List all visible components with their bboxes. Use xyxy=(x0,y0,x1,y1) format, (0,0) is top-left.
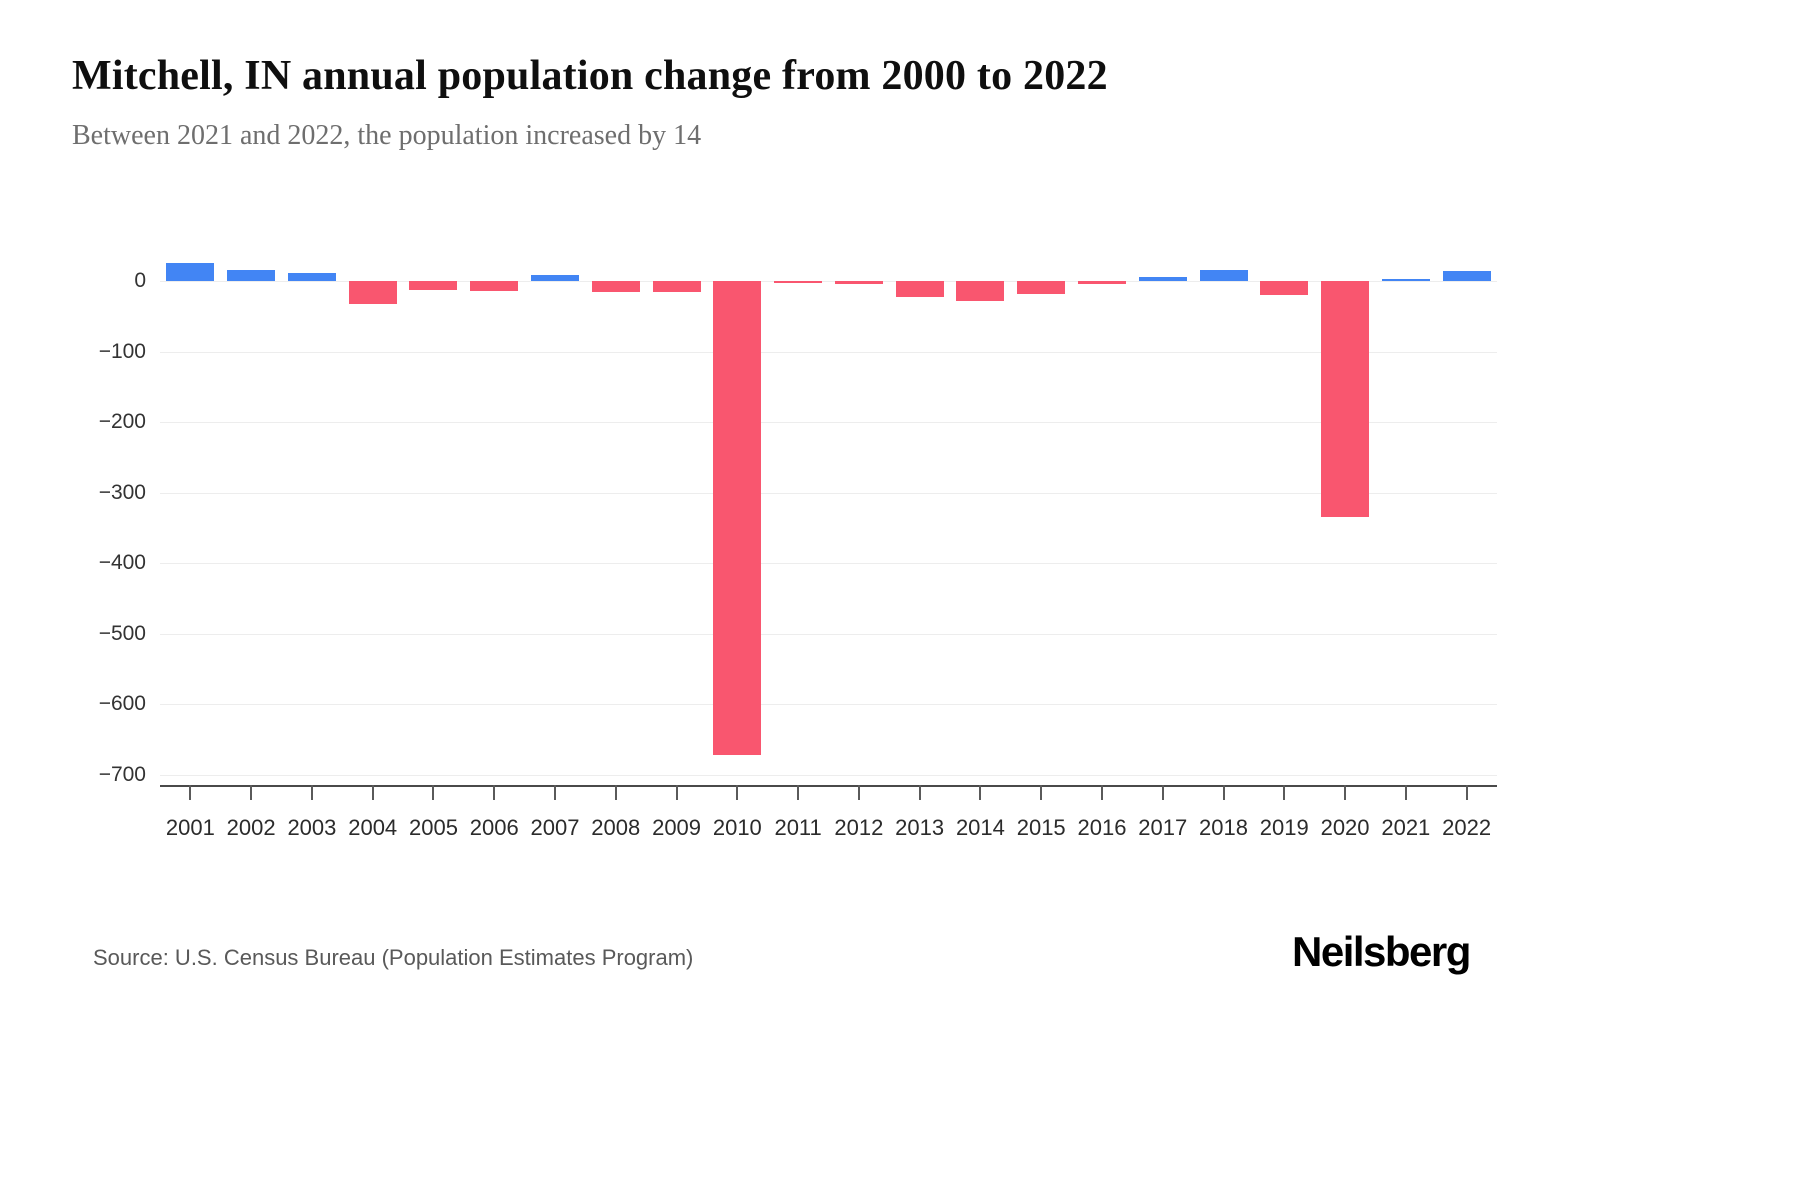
x-axis-label: 2001 xyxy=(165,815,215,840)
bar-2014[interactable] xyxy=(956,281,1005,301)
x-axis-tick xyxy=(918,785,921,800)
chart-subtitle: Between 2021 and 2022, the population in… xyxy=(72,120,702,151)
y-axis-tick-label: −500 xyxy=(98,621,146,645)
bar-2016[interactable] xyxy=(1077,281,1126,284)
bar-2020[interactable] xyxy=(1321,281,1370,518)
x-axis-label: 2010 xyxy=(712,815,762,840)
y-axis-tick-label: −300 xyxy=(98,480,146,504)
bar-2009[interactable] xyxy=(652,281,701,293)
x-axis-label: 2009 xyxy=(652,815,702,840)
x-axis-label: 2005 xyxy=(408,815,458,840)
bar-2011[interactable] xyxy=(774,281,823,284)
x-axis-tick xyxy=(1404,785,1407,800)
x-axis-tick xyxy=(1465,785,1468,800)
x-axis-label: 2018 xyxy=(1199,815,1248,840)
x-axis-tick xyxy=(1040,785,1043,800)
x-axis-tick xyxy=(979,785,982,800)
chart-title: Mitchell, IN annual population change fr… xyxy=(72,53,1108,99)
bar-2004[interactable] xyxy=(348,281,397,304)
x-axis-tick xyxy=(1222,785,1225,800)
x-axis-label: 2007 xyxy=(530,815,580,840)
x-axis-tick xyxy=(675,785,678,800)
x-axis-label: 2003 xyxy=(287,815,337,840)
gridline xyxy=(160,492,1497,494)
bar-2010[interactable] xyxy=(713,281,762,756)
x-axis-label: 2016 xyxy=(1077,815,1127,840)
x-axis-tick xyxy=(857,785,860,800)
neilsberg-logo: Neilsberg xyxy=(1292,928,1471,975)
x-axis-label: 2011 xyxy=(774,815,822,840)
x-axis-tick xyxy=(614,785,617,800)
gridline xyxy=(160,563,1497,565)
bar-2021[interactable] xyxy=(1381,279,1430,281)
bar-2017[interactable] xyxy=(1138,277,1187,281)
gridline xyxy=(160,633,1497,635)
x-axis-tick xyxy=(310,785,313,800)
x-axis-label: 2013 xyxy=(895,815,945,840)
x-axis-tick xyxy=(1161,785,1164,800)
bar-2005[interactable] xyxy=(409,281,458,291)
bar-2006[interactable] xyxy=(470,281,519,291)
x-axis-tick xyxy=(189,785,192,800)
bar-2001[interactable] xyxy=(166,263,215,281)
bar-2022[interactable] xyxy=(1442,271,1491,281)
gridline xyxy=(160,704,1497,706)
bar-2003[interactable] xyxy=(287,272,336,281)
bar-2018[interactable] xyxy=(1199,269,1248,281)
y-axis-tick-label: −400 xyxy=(98,551,146,575)
bar-2015[interactable] xyxy=(1017,281,1066,295)
x-axis-tick xyxy=(250,785,253,800)
x-axis-label: 2012 xyxy=(834,815,884,840)
y-axis-tick-label: −700 xyxy=(98,763,146,786)
y-axis-tick-label: 0 xyxy=(134,269,146,292)
x-axis-tick xyxy=(797,785,800,800)
x-axis-label: 2008 xyxy=(591,815,641,840)
bar-2007[interactable] xyxy=(531,274,580,281)
x-axis-label: 2004 xyxy=(348,815,398,840)
gridline xyxy=(160,351,1497,353)
x-axis-tick xyxy=(736,785,739,800)
bar-2019[interactable] xyxy=(1260,281,1309,296)
x-axis-tick xyxy=(493,785,496,800)
y-axis-tick-label: −200 xyxy=(98,410,146,434)
gridline xyxy=(160,775,1497,776)
x-axis-label: 2006 xyxy=(469,815,519,840)
x-axis-tick xyxy=(554,785,557,800)
x-axis-tick xyxy=(432,785,435,800)
population-change-bar-chart: 0 −100 −200 −300 −400 −500 −600 −700 2001 2002 200… xyxy=(70,255,1530,865)
x-axis-label: 2021 xyxy=(1381,815,1431,840)
x-axis-tick xyxy=(1283,785,1286,800)
x-axis-label: 2015 xyxy=(1016,815,1066,840)
x-axis-tick xyxy=(1344,785,1347,800)
y-axis-tick-label: −100 xyxy=(98,339,146,363)
x-axis-label: 2002 xyxy=(226,815,276,840)
source-note: Source: U.S. Census Bureau (Population E… xyxy=(93,945,694,970)
bar-2002[interactable] xyxy=(227,269,276,281)
x-axis-label: 2017 xyxy=(1138,815,1188,840)
bar-2008[interactable] xyxy=(591,281,640,292)
bar-2012[interactable] xyxy=(834,281,883,284)
x-axis-label: 2019 xyxy=(1259,815,1309,840)
x-axis-label: 2022 xyxy=(1442,815,1492,840)
gridline xyxy=(160,422,1497,424)
x-axis-line xyxy=(160,785,1497,787)
y-axis-tick-label: −600 xyxy=(98,692,146,716)
x-axis-tick xyxy=(371,785,374,800)
bar-2013[interactable] xyxy=(895,281,944,298)
gridline xyxy=(160,281,1497,282)
x-axis-tick xyxy=(1100,785,1103,800)
x-axis-label: 2020 xyxy=(1320,815,1370,840)
x-axis-label: 2014 xyxy=(955,815,1005,840)
